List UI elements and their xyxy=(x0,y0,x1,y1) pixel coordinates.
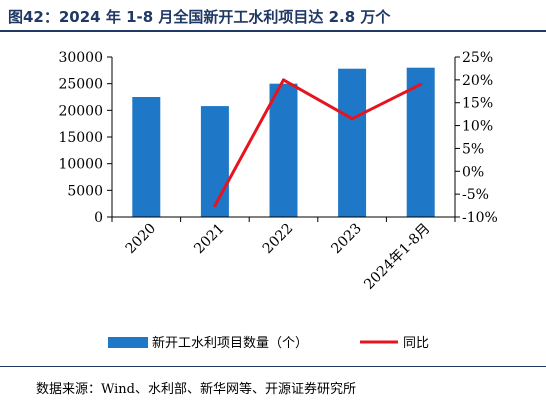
bar-2 xyxy=(269,83,298,217)
x-tick-label-0: 2020 xyxy=(123,221,160,258)
x-tick-label-4: 2024年1-8月 xyxy=(361,221,433,293)
left-tick-label-1: 5000 xyxy=(67,183,103,199)
right-tick-label-5: 15% xyxy=(462,96,493,112)
yoy-point-0 xyxy=(213,204,217,208)
yoy-line xyxy=(213,78,422,207)
right-tick-label-7: 25% xyxy=(462,50,493,66)
left-tick-label-2: 10000 xyxy=(58,157,103,173)
left-tick-label-4: 20000 xyxy=(58,103,103,119)
right-tick-label-6: 20% xyxy=(462,73,493,89)
x-tick-label-2: 2022 xyxy=(260,221,297,258)
left-tick-label-0: 0 xyxy=(94,210,103,226)
right-tick-label-3: 5% xyxy=(462,141,484,157)
legend: 新开工水利项目数量（个） 同比 xyxy=(108,335,429,351)
plot-layer: 0 5000 10000 15000 20000 25000 30000 -10% -5% 0% 5… xyxy=(58,50,497,293)
right-tick-label-1: -5% xyxy=(462,187,489,203)
right-tick-label-4: 10% xyxy=(462,119,493,135)
x-tick-label-3: 2023 xyxy=(328,221,365,258)
yoy-point-3 xyxy=(419,82,423,86)
legend-bar-label: 新开工水利项目数量（个） xyxy=(152,335,308,351)
legend-line-label: 同比 xyxy=(403,336,429,351)
yoy-point-1 xyxy=(282,78,285,82)
bar-0 xyxy=(132,97,161,217)
yoy-point-2 xyxy=(350,117,354,121)
left-tick-label-6: 30000 xyxy=(58,50,103,66)
chart-area: 0 5000 10000 15000 20000 25000 30000 -10% -5% 0% 5… xyxy=(58,50,497,351)
chart-title: 图42：2024 年 1-8 月全国新开工水利项目达 2.8 万个 xyxy=(8,8,391,26)
right-tick-label-0: -10% xyxy=(462,210,498,226)
legend-bar-swatch xyxy=(108,337,148,348)
left-tick-label-5: 25000 xyxy=(58,77,103,93)
bar-1 xyxy=(200,106,229,217)
source-divider xyxy=(0,366,546,367)
right-tick-label-2: 0% xyxy=(462,164,484,180)
bar-4 xyxy=(406,67,435,217)
source-note: 数据来源：Wind、水利部、新华网等、开源证券研究所 xyxy=(36,382,356,397)
title-divider xyxy=(0,30,546,32)
bar-3 xyxy=(338,68,367,217)
x-tick-label-1: 2021 xyxy=(191,221,228,258)
left-tick-label-3: 15000 xyxy=(58,130,103,146)
